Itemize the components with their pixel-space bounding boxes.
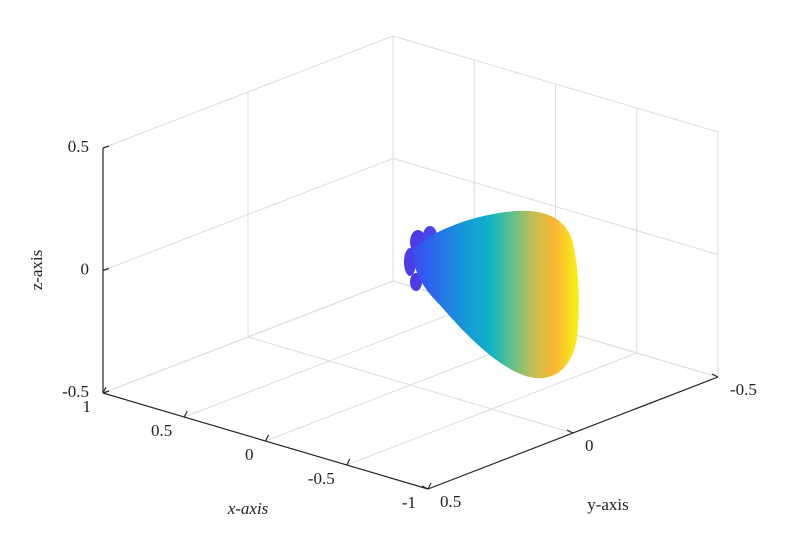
grid-line (392, 158, 719, 255)
grid-line (102, 280, 394, 394)
x-tick (102, 386, 107, 394)
x-tick (427, 482, 432, 490)
grid-line (247, 336, 574, 434)
z-tick (102, 145, 110, 149)
lobe-petal (410, 273, 422, 291)
y-tick (566, 429, 574, 434)
x-tick-label: -0.5 (308, 469, 335, 488)
lobe (412, 210, 579, 379)
x-tick-label: 0.5 (151, 421, 172, 440)
z-tick (102, 267, 110, 272)
x-tick-label: -1 (402, 493, 416, 512)
x-tick-label: 0 (245, 445, 254, 464)
grid-line (102, 35, 394, 149)
surface (404, 210, 579, 379)
y-tick-label: 0 (585, 436, 594, 455)
z-tick (102, 390, 110, 394)
y-tick (711, 373, 719, 378)
x-tick (346, 458, 351, 466)
z-tick-label: 0 (81, 259, 90, 278)
grid-line (102, 158, 394, 271)
grid-line (392, 35, 719, 133)
z-tick-label: 0.5 (68, 137, 89, 156)
z-tick-label: -0.5 (62, 382, 89, 401)
x-tick-label: 1 (83, 397, 92, 416)
x-axis-label: x-axis (227, 499, 269, 518)
z-axis-label: z-axis (27, 250, 46, 291)
y-tick-label: 0.5 (440, 492, 461, 511)
x-tick (183, 410, 188, 418)
axes: 1 0.5 0 -0.5 -1 0.5 0 -0.5 -0.5 0 0.5 (62, 137, 757, 512)
y-tick (421, 485, 429, 490)
x-tick (264, 434, 270, 442)
y-axis-label: y-axis (587, 495, 629, 514)
y-tick-label: -0.5 (730, 380, 757, 399)
